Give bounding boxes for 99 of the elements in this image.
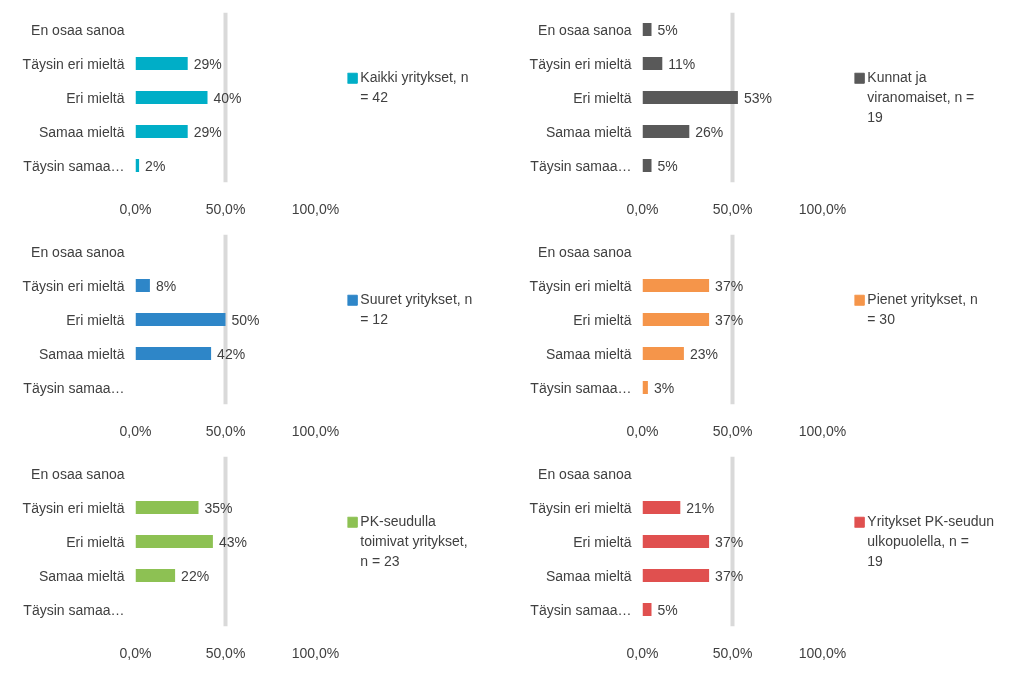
y-tick-label: Täysin eri mieltä (22, 55, 125, 72)
bar (135, 91, 208, 104)
y-tick-label: Eri mieltä (66, 311, 125, 328)
data-label: 40% (213, 89, 242, 106)
data-label: 11% (668, 55, 696, 72)
y-tick-label: Eri mieltä (573, 89, 632, 106)
data-label: 53% (743, 89, 772, 106)
x-tick-label: 0,0% (626, 422, 659, 439)
bar (642, 57, 663, 70)
bar (135, 501, 199, 514)
y-tick-label: Täysin eri mieltä (529, 55, 632, 72)
bar (642, 603, 652, 616)
x-tick-label: 0,0% (119, 644, 152, 661)
x-tick-label: 100,0% (798, 200, 847, 217)
bar (642, 279, 710, 292)
y-tick-label: Täysin eri mieltä (529, 499, 632, 516)
y-tick-label: Eri mieltä (573, 533, 632, 550)
bar (642, 125, 690, 138)
y-tick-label: Samaa mieltä (545, 345, 632, 362)
data-label: 37% (715, 567, 744, 584)
data-label: 29% (193, 123, 222, 140)
data-label: 29% (193, 55, 222, 72)
y-tick-label: Täysin samaa… (23, 601, 125, 618)
bar (642, 535, 710, 548)
data-label: 42% (217, 345, 246, 362)
data-label: 50% (231, 311, 260, 328)
bar (642, 23, 652, 36)
legend-label: Suuret yritykset, n = 12 (360, 291, 473, 328)
bar (642, 501, 681, 514)
y-tick-label: Täysin eri mieltä (22, 277, 125, 294)
y-tick-label: Täysin samaa… (530, 379, 632, 396)
legend-label: Yritykset PK-seudun ulkopuolella, n = 19 (867, 513, 995, 570)
bar (135, 279, 150, 292)
y-tick-label: Samaa mieltä (38, 567, 125, 584)
bar (135, 313, 226, 326)
legend-label: Kunnat ja viranomaiset, n = 19 (867, 69, 975, 126)
y-tick-label: En osaa sanoa (538, 465, 632, 482)
y-tick-label: Samaa mieltä (38, 345, 125, 362)
y-tick-label: Eri mieltä (66, 89, 125, 106)
y-tick-label: En osaa sanoa (538, 243, 632, 260)
x-tick-label: 0,0% (626, 644, 659, 661)
data-label: 5% (657, 157, 678, 174)
y-tick-label: Eri mieltä (66, 533, 125, 550)
data-label: 8% (155, 277, 177, 294)
y-tick-label: Täysin samaa… (23, 379, 125, 396)
y-tick-label: Täysin samaa… (530, 601, 632, 618)
x-tick-label: 50,0% (205, 200, 246, 217)
data-label: 43% (218, 533, 247, 550)
x-tick-label: 100,0% (291, 200, 340, 217)
data-label: 2% (145, 157, 166, 174)
x-tick-label: 100,0% (798, 644, 847, 661)
bar (135, 57, 188, 70)
x-tick-label: 100,0% (798, 422, 847, 439)
bar (135, 569, 176, 582)
legend-label: PK-seudulla toimivat yritykset, n = 23 (360, 513, 468, 570)
data-label: 5% (657, 601, 678, 618)
bar (642, 569, 710, 582)
data-label: 26% (695, 123, 724, 140)
bar (642, 347, 684, 360)
x-tick-label: 100,0% (291, 422, 340, 439)
y-tick-label: Täysin samaa… (530, 157, 632, 174)
y-tick-label: Täysin samaa… (23, 157, 125, 174)
bar (135, 535, 213, 548)
bar (642, 381, 648, 394)
x-tick-label: 50,0% (712, 200, 753, 217)
bar (135, 347, 212, 360)
x-tick-label: 0,0% (119, 422, 152, 439)
y-tick-label: Täysin eri mieltä (529, 277, 632, 294)
y-tick-label: En osaa sanoa (31, 243, 125, 260)
data-label: 5% (657, 21, 678, 38)
bar (642, 159, 652, 172)
data-label: 23% (689, 345, 718, 362)
x-tick-label: 0,0% (119, 200, 152, 217)
data-label: 37% (715, 277, 744, 294)
y-tick-label: Eri mieltä (573, 311, 632, 328)
data-label: 35% (204, 499, 233, 516)
x-tick-label: 50,0% (205, 422, 246, 439)
y-tick-label: Samaa mieltä (545, 567, 632, 584)
y-tick-label: En osaa sanoa (538, 21, 632, 38)
x-tick-label: 50,0% (712, 422, 753, 439)
bar (642, 91, 738, 104)
bar (135, 125, 188, 138)
x-tick-label: 50,0% (205, 644, 246, 661)
data-label: 3% (653, 379, 675, 396)
legend-label: Pienet yritykset, n = 30 (867, 291, 978, 328)
data-label: 21% (686, 499, 715, 516)
data-label: 37% (715, 311, 744, 328)
x-tick-label: 100,0% (291, 644, 340, 661)
data-label: 22% (181, 567, 210, 584)
y-tick-label: Täysin eri mieltä (22, 499, 125, 516)
legend-label: Kaikki yritykset, n = 42 (360, 69, 469, 106)
y-tick-label: Samaa mieltä (545, 123, 632, 140)
x-tick-label: 50,0% (712, 644, 753, 661)
y-tick-label: En osaa sanoa (31, 21, 125, 38)
bar (642, 313, 710, 326)
x-tick-label: 0,0% (626, 200, 659, 217)
data-label: 37% (715, 533, 744, 550)
y-tick-label: Samaa mieltä (38, 123, 125, 140)
y-tick-label: En osaa sanoa (31, 465, 125, 482)
